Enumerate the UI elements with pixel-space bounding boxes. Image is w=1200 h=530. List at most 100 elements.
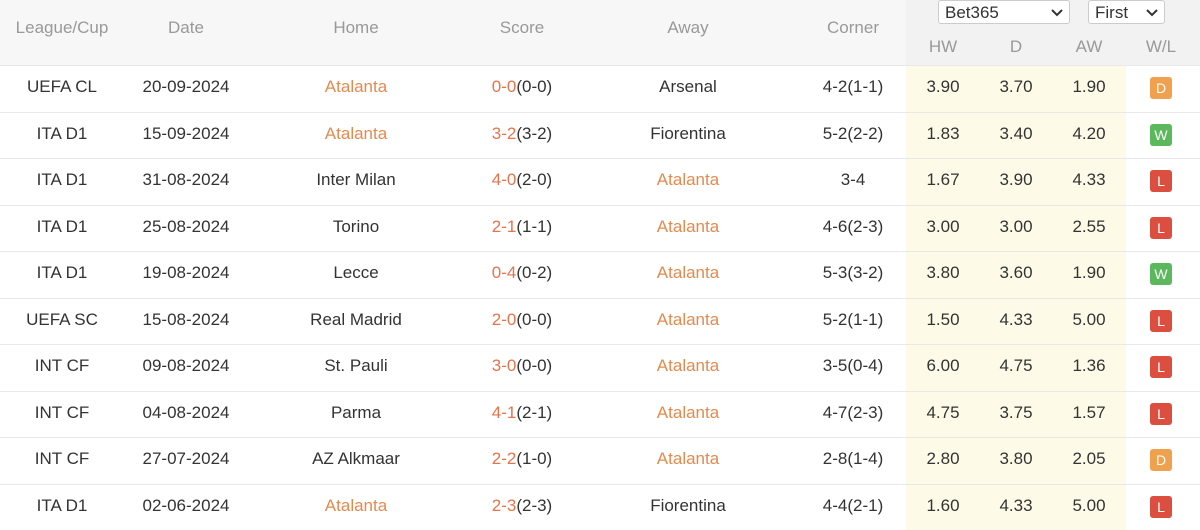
- odds-d: 3.00: [999, 216, 1033, 236]
- row-divider: [0, 251, 1200, 252]
- result-badge: L: [1150, 309, 1172, 332]
- dropdown-arrow: [1051, 9, 1063, 17]
- odds-hw: 1.83: [926, 123, 960, 143]
- odds-hw: 3.90: [926, 77, 960, 96]
- odds-aw: 2.05: [1072, 449, 1106, 468]
- odds-hw: 1.60: [926, 495, 960, 515]
- away-team: Arsenal: [659, 77, 717, 96]
- corner: 2-8(1-4): [822, 449, 884, 468]
- odds-d: 4.33: [999, 309, 1033, 329]
- full-time-score: 4-0: [491, 170, 517, 189]
- corner: 4-4(2-1): [822, 495, 884, 515]
- full-time-score: 3-0: [491, 356, 517, 375]
- half-time-score: (1-1): [516, 216, 553, 236]
- column-header: Corner: [827, 18, 879, 37]
- score: 2-3(2-3): [467, 496, 577, 516]
- result-badge: D: [1150, 77, 1172, 99]
- odds-header: W/L: [1145, 37, 1177, 56]
- result-cell: L: [1141, 309, 1181, 332]
- odds-hw: 1.50: [926, 309, 960, 329]
- date: 04-08-2024: [142, 402, 230, 422]
- odds-header: HW: [928, 37, 958, 56]
- league: ITA D1: [36, 170, 88, 189]
- half-time-score: (2-0): [516, 170, 553, 189]
- half-time-score: (1-0): [516, 449, 553, 468]
- odds-d: 4.75: [999, 356, 1033, 375]
- home-team: Atalanta: [324, 495, 388, 515]
- odds-aw: 4.20: [1072, 123, 1106, 143]
- column-header: Home: [333, 18, 379, 37]
- away-team: Atalanta: [656, 449, 720, 468]
- odds-hw: 3.80: [926, 263, 960, 282]
- score: 2-2(1-0): [467, 449, 577, 469]
- league: ITA D1: [36, 216, 88, 236]
- home-team: Atalanta: [324, 123, 388, 143]
- date: 25-08-2024: [142, 216, 230, 236]
- full-time-score: 2-2: [491, 449, 517, 468]
- league: INT CF: [34, 356, 90, 375]
- half-time-score: (0-0): [516, 309, 553, 329]
- score: 2-0(0-0): [467, 310, 577, 330]
- date: 31-08-2024: [142, 170, 230, 189]
- odds-select[interactable]: Bet365: [938, 0, 1070, 24]
- result-badge: L: [1150, 495, 1172, 518]
- league: INT CF: [34, 402, 90, 422]
- row-divider: [0, 204, 1200, 206]
- result-cell: L: [1141, 495, 1181, 518]
- odds-d: 3.90: [999, 170, 1033, 189]
- odds-select[interactable]: First: [1088, 0, 1165, 24]
- result-badge: L: [1150, 356, 1172, 378]
- score: 2-1(1-1): [467, 217, 577, 237]
- odds-aw: 1.90: [1072, 263, 1106, 282]
- select-label: First: [1095, 3, 1129, 22]
- away-team: Fiorentina: [650, 495, 726, 515]
- league: UEFA SC: [26, 309, 98, 329]
- date: 19-08-2024: [142, 263, 230, 282]
- full-time-score: 0-4: [491, 263, 517, 282]
- score: 4-1(2-1): [467, 403, 577, 423]
- league: ITA D1: [36, 263, 88, 282]
- full-time-score: 0-0: [491, 77, 517, 96]
- half-time-score: (3-2): [516, 123, 553, 143]
- row-divider: [0, 390, 1200, 392]
- odds-aw: 2.55: [1072, 216, 1106, 236]
- row-divider: [0, 65, 1200, 66]
- half-time-score: (0-2): [516, 263, 553, 282]
- result-badge: L: [1150, 216, 1172, 239]
- odds-aw: 1.57: [1072, 402, 1106, 422]
- odds-aw: 1.36: [1072, 356, 1106, 375]
- result-cell: L: [1141, 216, 1181, 239]
- odds-d: 4.33: [999, 495, 1033, 515]
- league: UEFA CL: [27, 77, 97, 96]
- half-time-score: (0-0): [516, 356, 553, 375]
- odds-header: AW: [1075, 37, 1103, 56]
- date: 27-07-2024: [142, 449, 230, 468]
- result-cell: L: [1141, 402, 1181, 425]
- result-badge: L: [1150, 170, 1172, 192]
- odds-hw: 3.00: [926, 216, 960, 236]
- score: 4-0(2-0): [467, 170, 577, 190]
- odds-hw: 1.67: [926, 170, 960, 189]
- corner: 5-3(3-2): [822, 263, 884, 282]
- home-team: AZ Alkmaar: [312, 449, 400, 468]
- league: INT CF: [34, 449, 90, 468]
- result-cell: W: [1141, 263, 1181, 285]
- corner: 5-2(2-2): [822, 123, 884, 143]
- score: 0-4(0-2): [467, 263, 577, 283]
- result-cell: D: [1141, 77, 1181, 99]
- result-badge: W: [1150, 123, 1172, 146]
- full-time-score: 2-0: [491, 309, 517, 329]
- odds-hw: 4.75: [926, 402, 960, 422]
- row-divider: [0, 297, 1200, 299]
- home-team: St. Pauli: [324, 356, 388, 375]
- score: 3-2(3-2): [467, 124, 577, 144]
- away-team: Fiorentina: [650, 123, 726, 143]
- home-team: Real Madrid: [310, 309, 402, 329]
- away-team: Atalanta: [656, 309, 720, 329]
- away-team: Atalanta: [656, 263, 720, 282]
- home-team: Atalanta: [324, 77, 388, 96]
- header-bg: [0, 0, 906, 65]
- odds-aw: 4.33: [1072, 170, 1106, 189]
- half-time-score: (0-0): [516, 77, 553, 96]
- corner: 4-7(2-3): [822, 402, 884, 422]
